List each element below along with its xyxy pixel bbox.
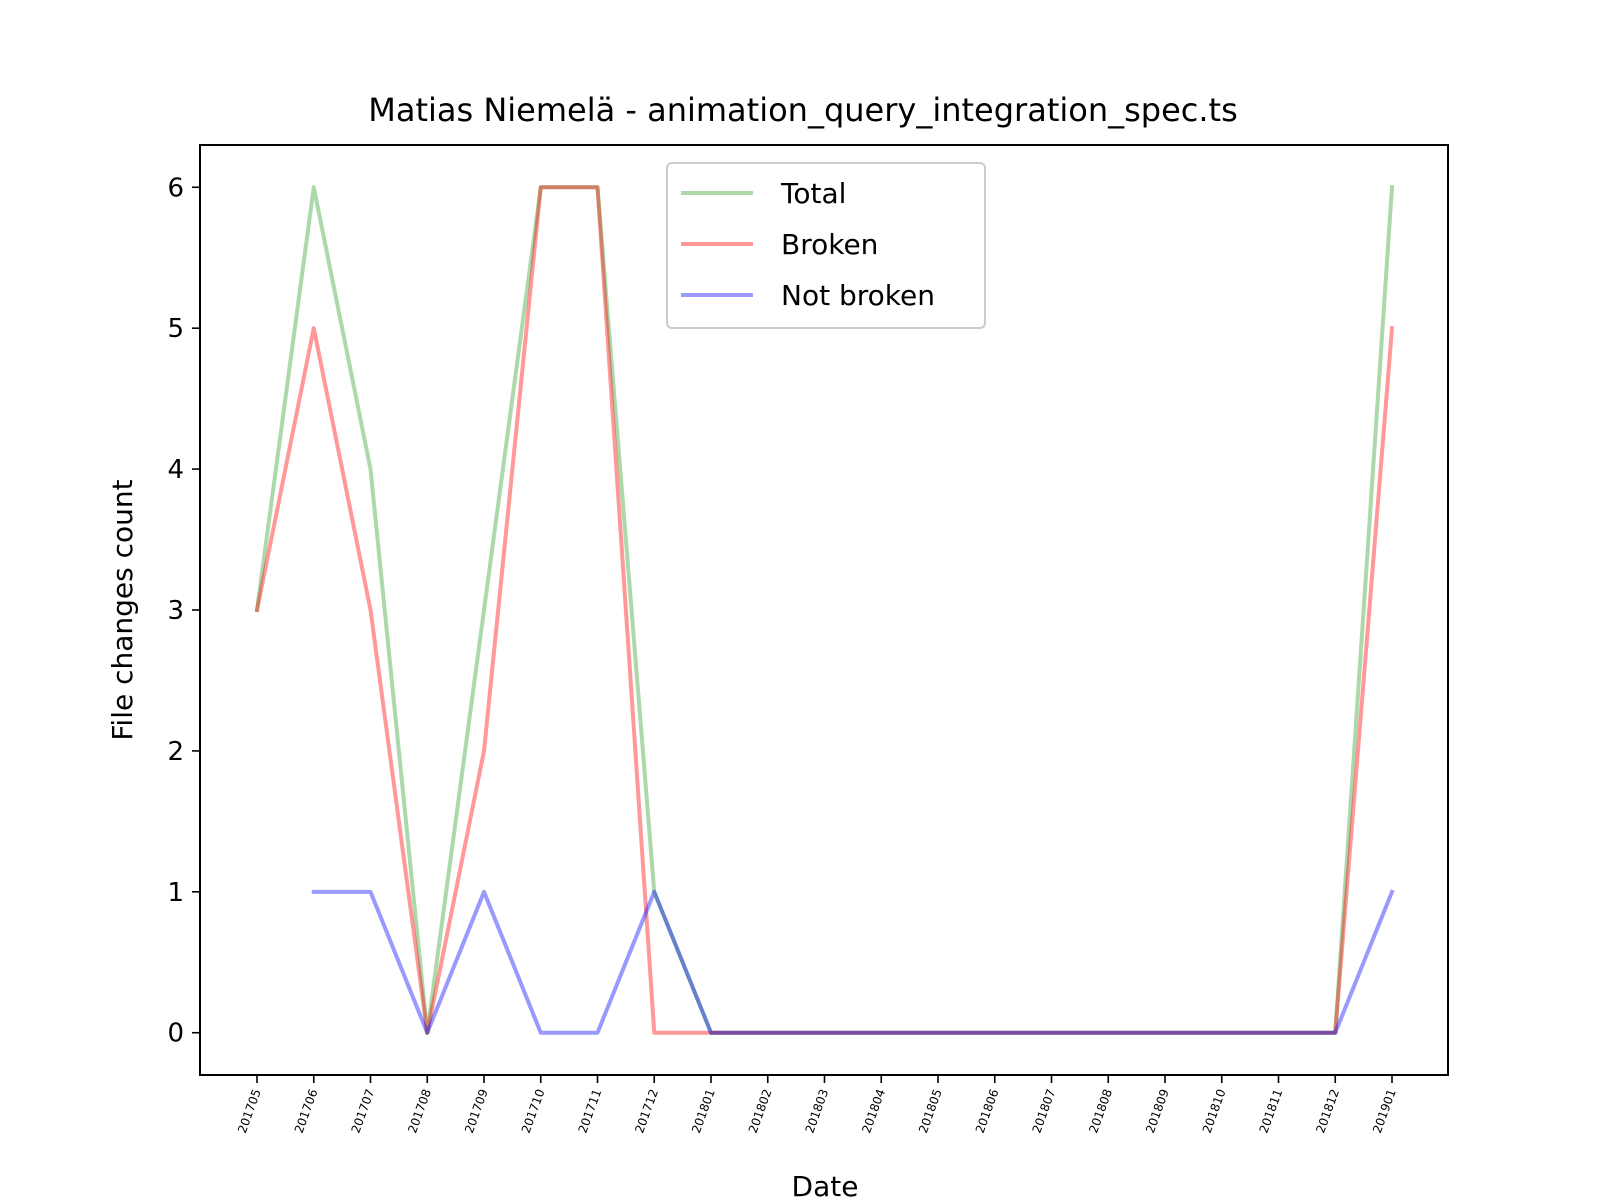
x-axis-label: Date	[792, 1170, 859, 1200]
x-tick-label: 201806	[973, 1087, 1002, 1135]
x-tick-label: 201802	[746, 1087, 775, 1135]
x-tick-label: 201805	[916, 1087, 945, 1135]
series-layer	[254, 185, 1395, 1035]
x-tick-label: 201707	[348, 1087, 377, 1135]
x-tick-label: 201807	[1029, 1087, 1058, 1135]
y-axis: 0 1 2 3 4 5 6	[167, 173, 200, 1049]
legend-box	[666, 162, 986, 329]
x-tick-label: 201705	[235, 1087, 264, 1135]
x-tick-label: 201901	[1370, 1087, 1399, 1135]
y-tick-label: 1	[167, 878, 184, 908]
x-tick-label: 201812	[1313, 1087, 1342, 1135]
x-tick-label: 201708	[405, 1087, 434, 1135]
x-tick-label: 201809	[1143, 1087, 1172, 1135]
x-tick-label: 201803	[802, 1087, 831, 1135]
y-tick-label: 4	[167, 455, 184, 485]
x-tick-label: 201808	[1086, 1087, 1115, 1135]
x-tick-label: 201712	[632, 1087, 661, 1135]
legend-label: Broken	[781, 228, 878, 261]
y-axis-label: File changes count	[106, 479, 139, 740]
y-tick-label: 0	[167, 1019, 184, 1049]
y-tick-label: 5	[167, 314, 184, 344]
x-tick-label: 201706	[292, 1087, 321, 1135]
x-axis: 201705 201706 201707 201708 201709 201710 2017…	[235, 1075, 1399, 1135]
x-tick-label: 201711	[575, 1087, 604, 1135]
series-line-not-broken	[311, 889, 1395, 1035]
legend-label: Total	[780, 177, 846, 210]
x-tick-label: 201811	[1256, 1087, 1285, 1135]
legend-label: Not broken	[781, 279, 935, 312]
series-line-total	[254, 185, 1395, 1035]
x-tick-label: 201710	[519, 1087, 548, 1135]
y-tick-label: 3	[167, 596, 184, 626]
chart-title: Matias Niemelä - animation_query_integra…	[368, 91, 1238, 129]
legend: Total Broken Not broken	[666, 162, 986, 329]
x-tick-label: 201801	[689, 1087, 718, 1135]
x-tick-label: 201709	[462, 1087, 491, 1135]
x-tick-label: 201810	[1200, 1087, 1229, 1135]
y-tick-label: 2	[167, 737, 184, 767]
y-tick-label: 6	[167, 173, 184, 203]
series-line-broken	[254, 185, 1395, 1035]
x-tick-label: 201804	[859, 1087, 888, 1135]
